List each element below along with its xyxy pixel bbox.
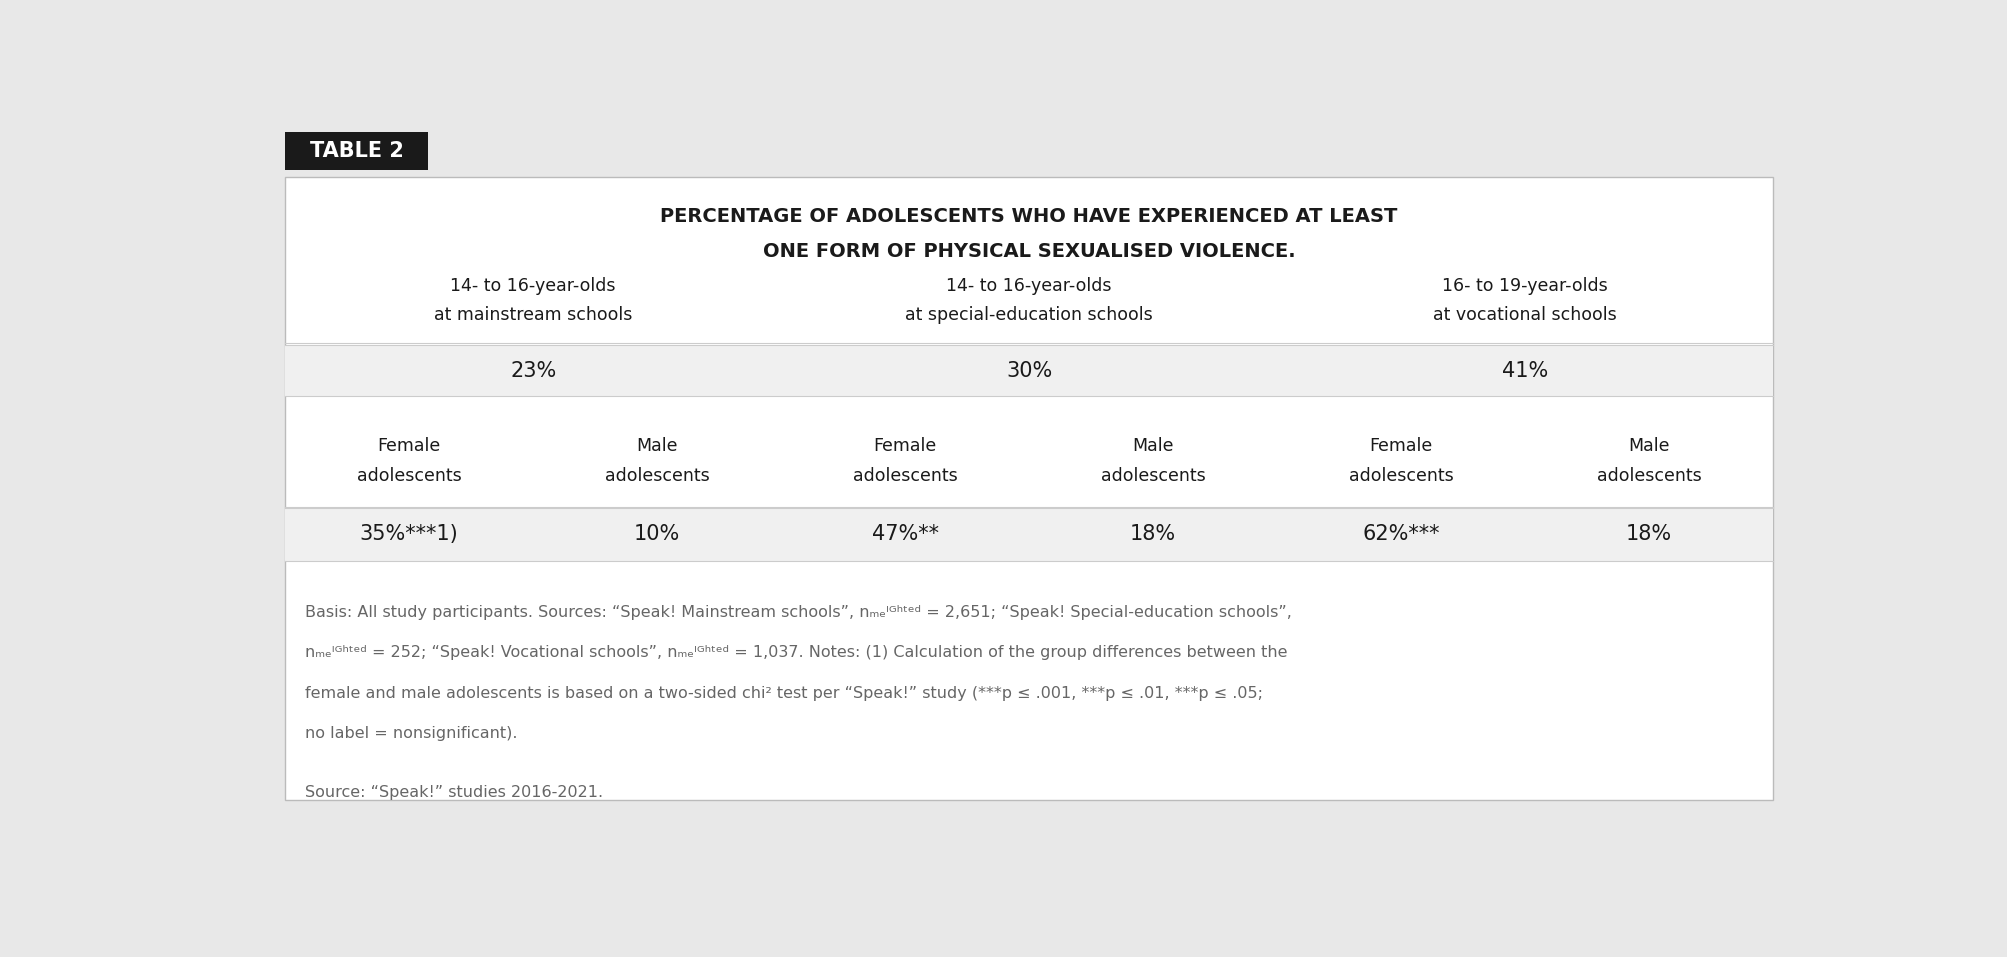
Text: Basis: All study participants. Sources: “Speak! Mainstream schools”, nₘₑᴵᴳʰᵗᵉᵈ =: Basis: All study participants. Sources: … [305,605,1293,620]
Text: Male: Male [1628,437,1670,456]
Text: 41%: 41% [1501,361,1547,381]
Text: 16- to 19-year-olds: 16- to 19-year-olds [1441,277,1608,295]
Text: Source: “Speak!” studies 2016-2021.: Source: “Speak!” studies 2016-2021. [305,786,604,800]
Text: 14- to 16-year-olds: 14- to 16-year-olds [945,277,1112,295]
Text: nₘₑᴵᴳʰᵗᵉᵈ = 252; “Speak! Vocational schools”, nₘₑᴵᴳʰᵗᵉᵈ = 1,037. Notes: (1) Calc: nₘₑᴵᴳʰᵗᵉᵈ = 252; “Speak! Vocational scho… [305,645,1286,660]
Text: 35%***1): 35%***1) [359,524,458,545]
Text: 14- to 16-year-olds: 14- to 16-year-olds [450,277,616,295]
FancyBboxPatch shape [285,177,1772,800]
Text: Male: Male [1132,437,1174,456]
Text: 18%: 18% [1130,524,1176,545]
Text: adolescents: adolescents [604,467,708,485]
Text: 18%: 18% [1626,524,1672,545]
Text: PERCENTAGE OF ADOLESCENTS WHO HAVE EXPERIENCED AT LEAST: PERCENTAGE OF ADOLESCENTS WHO HAVE EXPER… [660,207,1397,226]
Text: 62%***: 62%*** [1361,524,1439,545]
Text: adolescents: adolescents [357,467,462,485]
Text: 30%: 30% [1006,361,1052,381]
Text: adolescents: adolescents [1349,467,1453,485]
Text: at vocational schools: at vocational schools [1433,306,1616,324]
Text: at special-education schools: at special-education schools [905,306,1152,324]
Text: 47%**: 47%** [871,524,937,545]
Text: at mainstream schools: at mainstream schools [434,306,632,324]
Text: Female: Female [873,437,937,456]
Text: ONE FORM OF PHYSICAL SEXUALISED VIOLENCE.: ONE FORM OF PHYSICAL SEXUALISED VIOLENCE… [763,242,1295,261]
Text: no label = nonsignificant).: no label = nonsignificant). [305,726,518,742]
Text: female and male adolescents is based on a two-sided chi² test per “Speak!” study: female and male adolescents is based on … [305,686,1262,701]
Text: adolescents: adolescents [1100,467,1204,485]
FancyBboxPatch shape [285,345,1772,396]
Text: adolescents: adolescents [853,467,957,485]
FancyBboxPatch shape [285,507,1772,561]
Text: adolescents: adolescents [1596,467,1700,485]
FancyBboxPatch shape [285,132,427,170]
Text: 23%: 23% [510,361,556,381]
Text: Female: Female [377,437,442,456]
Text: 10%: 10% [634,524,680,545]
Text: Male: Male [636,437,678,456]
Text: Female: Female [1369,437,1431,456]
Text: TABLE 2: TABLE 2 [309,141,403,161]
